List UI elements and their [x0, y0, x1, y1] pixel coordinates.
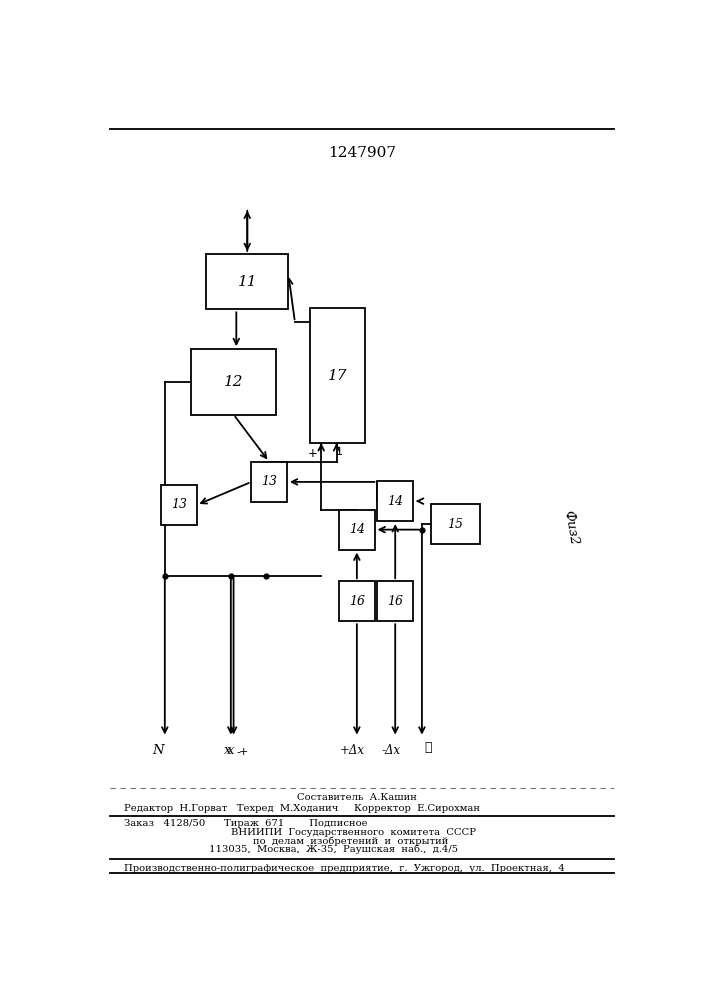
Bar: [310, 308, 365, 443]
Text: 16: 16: [387, 595, 403, 608]
Text: N: N: [152, 744, 163, 757]
Bar: [378, 581, 413, 621]
Text: 1: 1: [336, 447, 343, 457]
Text: 113035,  Москва,  Ж-35,  Раушская  наб.,  д.4/5: 113035, Москва, Ж-35, Раушская наб., д.4…: [209, 845, 458, 854]
Text: x: x: [224, 744, 232, 757]
Bar: [252, 462, 287, 502]
Text: 12: 12: [224, 375, 243, 389]
Text: 13: 13: [171, 498, 187, 512]
Bar: [378, 481, 413, 521]
Text: Заказ   4128/50      Тираж  671        Подписное: Заказ 4128/50 Тираж 671 Подписное: [124, 819, 368, 828]
Text: -: -: [236, 747, 240, 757]
Text: 14: 14: [349, 523, 365, 536]
Text: +: +: [239, 747, 248, 757]
Text: Редактор  Н.Горват   Техред  М.Ходанич     Корректор  Е.Сирохман: Редактор Н.Горват Техред М.Ходанич Корре…: [124, 804, 480, 813]
Text: по  делам  изобретений  и  открытий: по делам изобретений и открытий: [253, 836, 448, 846]
Text: ⌟: ⌟: [425, 741, 432, 754]
Text: Производственно-полиграфическое  предприятие,  г.  Ужгород,  ул.  Проектная,  4: Производственно-полиграфическое предприя…: [124, 864, 565, 873]
Text: 11: 11: [238, 275, 257, 289]
Bar: [339, 510, 375, 550]
Text: 14: 14: [387, 495, 403, 508]
Text: 1247907: 1247907: [328, 146, 397, 160]
Text: ВНИИПИ  Государственного  комитета  СССР: ВНИИПИ Государственного комитета СССР: [231, 828, 476, 837]
Text: Физ2: Физ2: [561, 510, 580, 547]
Text: x: x: [227, 744, 235, 757]
Text: +: +: [308, 447, 318, 460]
Bar: [206, 254, 288, 309]
Bar: [191, 349, 276, 415]
Text: 15: 15: [448, 518, 464, 531]
Bar: [339, 581, 375, 621]
Text: -Δx: -Δx: [381, 744, 400, 757]
Text: Составитель  А.Кашин: Составитель А.Кашин: [297, 793, 416, 802]
Text: 17: 17: [328, 369, 347, 383]
Bar: [431, 504, 480, 544]
Text: 16: 16: [349, 595, 365, 608]
Text: +Δx: +Δx: [340, 744, 365, 757]
Text: 13: 13: [261, 475, 277, 488]
Bar: [161, 485, 197, 525]
